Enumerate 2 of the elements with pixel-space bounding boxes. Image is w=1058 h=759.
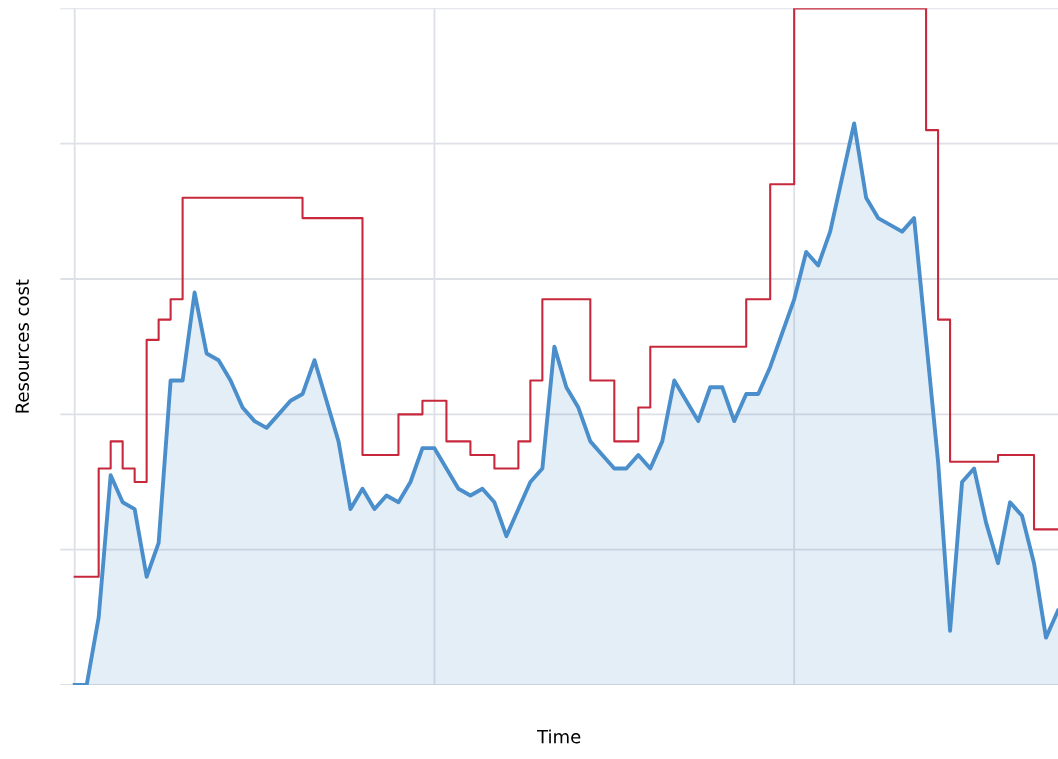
y-axis-title: Resources cost bbox=[15, 279, 30, 413]
x-axis-title: Time bbox=[537, 729, 581, 744]
